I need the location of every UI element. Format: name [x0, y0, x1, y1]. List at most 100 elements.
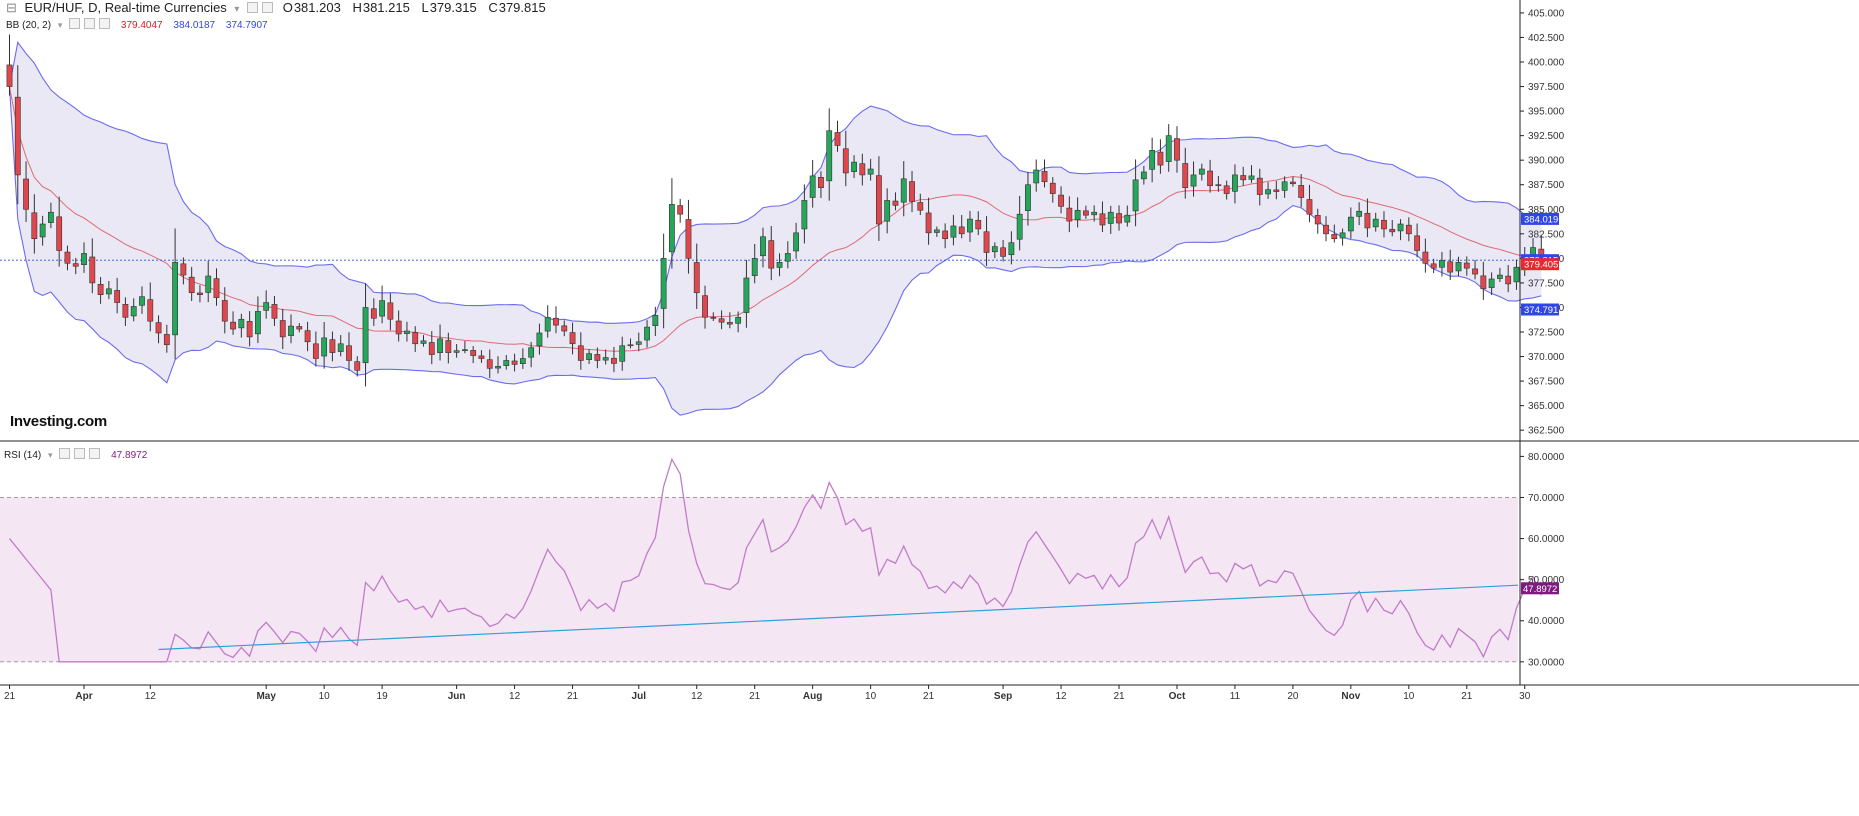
candle[interactable]: [379, 285, 385, 324]
candle[interactable]: [611, 346, 617, 373]
candle[interactable]: [1008, 231, 1015, 265]
candle[interactable]: [255, 296, 261, 344]
candle[interactable]: [14, 65, 21, 205]
candle[interactable]: [246, 311, 253, 347]
candle[interactable]: [221, 287, 228, 334]
candle[interactable]: [337, 335, 344, 357]
candle[interactable]: [404, 321, 410, 342]
candle[interactable]: [1049, 177, 1056, 203]
rsi-trendline[interactable]: [158, 584, 1519, 651]
candle[interactable]: [760, 227, 766, 268]
candle[interactable]: [1232, 164, 1238, 204]
candle[interactable]: [230, 311, 236, 335]
candle[interactable]: [470, 346, 477, 364]
candle[interactable]: [784, 241, 791, 269]
candle[interactable]: [147, 282, 154, 332]
candle[interactable]: [180, 257, 187, 285]
candle[interactable]: [1190, 161, 1197, 197]
candle[interactable]: [776, 253, 783, 277]
candle[interactable]: [1265, 182, 1271, 199]
candle[interactable]: [693, 243, 700, 309]
candle[interactable]: [1505, 265, 1512, 293]
candle[interactable]: [801, 184, 808, 244]
candle[interactable]: [635, 332, 642, 352]
candle[interactable]: [1422, 238, 1429, 273]
candle[interactable]: [677, 198, 684, 223]
candle[interactable]: [1389, 220, 1396, 237]
candle[interactable]: [1480, 261, 1487, 300]
candle[interactable]: [1331, 224, 1338, 243]
candle[interactable]: [884, 188, 891, 234]
candle[interactable]: [1140, 165, 1147, 185]
candle[interactable]: [1240, 166, 1247, 186]
candle[interactable]: [362, 283, 369, 387]
candle[interactable]: [39, 215, 46, 246]
candle[interactable]: [1000, 239, 1006, 262]
candle[interactable]: [1430, 258, 1437, 274]
candle[interactable]: [1306, 184, 1313, 223]
candle[interactable]: [23, 161, 29, 222]
settings-icon[interactable]: [247, 2, 259, 13]
candle[interactable]: [1405, 217, 1412, 242]
candle[interactable]: [1497, 267, 1503, 283]
candle[interactable]: [47, 202, 54, 229]
candle[interactable]: [130, 298, 137, 322]
candle[interactable]: [89, 238, 96, 294]
candle[interactable]: [354, 356, 361, 377]
candle[interactable]: [1339, 228, 1346, 246]
candle[interactable]: [321, 322, 328, 369]
menu-chevron-icon[interactable]: ▾: [234, 4, 240, 15]
bb-chevron-icon[interactable]: ▾: [57, 20, 63, 30]
candle[interactable]: [1025, 172, 1031, 226]
candle[interactable]: [1198, 163, 1205, 181]
candle[interactable]: [412, 326, 419, 352]
candle[interactable]: [975, 211, 982, 236]
candle[interactable]: [660, 233, 667, 329]
candle[interactable]: [238, 313, 245, 338]
candle[interactable]: [1381, 211, 1387, 238]
candle[interactable]: [950, 214, 957, 246]
candle[interactable]: [809, 159, 816, 208]
candle[interactable]: [544, 305, 551, 338]
candle[interactable]: [536, 323, 543, 355]
candle[interactable]: [188, 266, 195, 302]
candle[interactable]: [627, 338, 634, 349]
candle[interactable]: [1256, 168, 1263, 206]
candle[interactable]: [1107, 205, 1114, 234]
candle[interactable]: [519, 348, 526, 369]
candle[interactable]: [1157, 139, 1164, 174]
candle[interactable]: [1455, 256, 1462, 276]
rsi-settings-icon[interactable]: [74, 448, 86, 459]
candle[interactable]: [511, 353, 518, 372]
candle[interactable]: [1165, 124, 1172, 172]
candle[interactable]: [735, 311, 742, 333]
candle[interactable]: [991, 242, 998, 259]
candle[interactable]: [312, 331, 319, 367]
candle[interactable]: [1248, 165, 1255, 183]
candle[interactable]: [967, 210, 973, 242]
candle[interactable]: [1215, 176, 1222, 192]
candle[interactable]: [31, 194, 38, 254]
candle[interactable]: [503, 355, 510, 370]
candle[interactable]: [561, 320, 568, 337]
candle[interactable]: [917, 193, 924, 216]
candle[interactable]: [1472, 259, 1478, 280]
candle[interactable]: [718, 310, 725, 330]
candle[interactable]: [1356, 202, 1363, 226]
candle[interactable]: [958, 214, 965, 239]
candle[interactable]: [1298, 173, 1305, 208]
candle[interactable]: [768, 226, 775, 281]
candle[interactable]: [1174, 126, 1180, 173]
candle[interactable]: [486, 349, 493, 379]
candle[interactable]: [586, 349, 592, 364]
candle[interactable]: [122, 297, 129, 326]
candle[interactable]: [461, 341, 468, 354]
candle[interactable]: [105, 280, 112, 300]
candle[interactable]: [197, 285, 203, 303]
candle[interactable]: [1223, 180, 1230, 200]
candle[interactable]: [1397, 219, 1404, 241]
candle[interactable]: [702, 285, 708, 329]
candle[interactable]: [155, 315, 162, 344]
candle[interactable]: [1488, 272, 1495, 296]
